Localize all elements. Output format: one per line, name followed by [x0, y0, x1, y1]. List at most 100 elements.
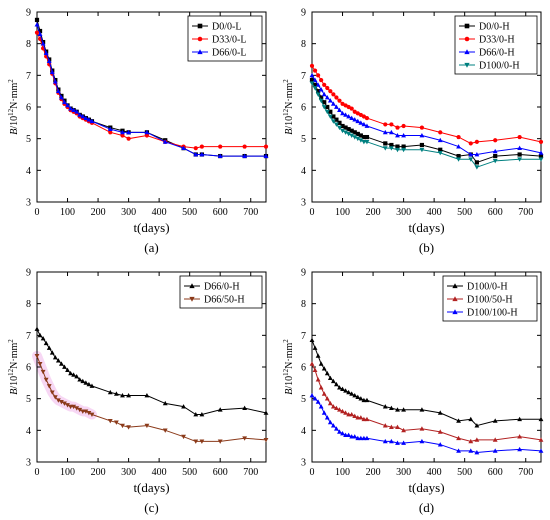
- data-point: [83, 380, 89, 385]
- data-point: [62, 401, 67, 406]
- y-tick-label: 8: [26, 39, 31, 50]
- data-point: [401, 132, 407, 138]
- legend-swatch-marker: [197, 49, 203, 55]
- data-point: [71, 404, 77, 410]
- data-point: [355, 136, 361, 142]
- data-point: [343, 130, 349, 135]
- x-tick-label: 300: [121, 207, 136, 218]
- legend-swatch-marker: [464, 36, 470, 42]
- data-point: [468, 438, 474, 444]
- data-point: [324, 396, 330, 401]
- data-point: [144, 423, 150, 429]
- legend-swatch-marker: [197, 23, 203, 29]
- data-point: [456, 134, 461, 140]
- data-point: [331, 92, 336, 97]
- data-point: [263, 144, 269, 149]
- legend-swatch-marker: [464, 49, 470, 55]
- data-point: [538, 153, 544, 159]
- data-point: [324, 109, 330, 115]
- data-point: [49, 350, 55, 355]
- legend-swatch-marker: [452, 309, 458, 315]
- data-point: [37, 332, 43, 338]
- x-tick-label: 500: [182, 467, 197, 478]
- data-point: [34, 22, 40, 27]
- data-point: [315, 82, 321, 87]
- data-point: [318, 98, 324, 104]
- data-point: [77, 377, 83, 382]
- data-point: [492, 448, 498, 453]
- data-point: [361, 416, 367, 422]
- data-point: [144, 392, 150, 398]
- data-point: [193, 439, 199, 444]
- data-point: [358, 435, 364, 441]
- y-tick-label: 3: [26, 198, 31, 209]
- data-point: [468, 157, 474, 162]
- data-point: [68, 106, 74, 111]
- data-point: [493, 153, 498, 159]
- data-point: [349, 128, 354, 133]
- data-point: [517, 434, 523, 439]
- legend: D66/0-H D66/50-H: [179, 275, 263, 309]
- data-point: [65, 403, 70, 408]
- series-D100/0-H: [309, 337, 544, 428]
- data-point: [327, 114, 333, 120]
- data-point: [218, 144, 223, 149]
- data-point: [108, 130, 113, 135]
- data-point: [334, 381, 339, 387]
- data-point: [312, 367, 318, 373]
- data-point: [343, 410, 349, 415]
- legend-swatch-marker: [189, 283, 195, 289]
- data-point: [349, 411, 355, 417]
- panel-label: (d): [419, 500, 434, 515]
- data-point: [419, 426, 425, 431]
- data-point: [493, 138, 498, 143]
- data-point: [40, 369, 46, 375]
- data-point: [337, 98, 342, 103]
- data-point: [162, 428, 168, 433]
- data-point: [242, 436, 248, 441]
- chart-panel-3: 0 100 200 300 400 500 600 700 3 4 5 6 7 8 9 t(days) B/10…: [7, 268, 269, 515]
- data-point: [37, 361, 43, 367]
- data-point: [327, 98, 333, 103]
- data-point: [419, 142, 425, 148]
- data-point: [395, 424, 400, 430]
- data-point: [312, 345, 318, 350]
- x-tick-label: 400: [152, 207, 167, 218]
- data-point: [364, 416, 370, 422]
- data-point: [352, 130, 357, 135]
- data-point: [309, 392, 315, 398]
- data-point: [334, 405, 339, 411]
- data-point: [474, 160, 479, 165]
- legend-box: [179, 275, 263, 309]
- data-point: [312, 86, 318, 91]
- x-tick-label: 0: [35, 467, 40, 478]
- x-tick-label: 100: [60, 467, 75, 478]
- x-axis-label: t(days): [408, 220, 444, 235]
- data-point: [199, 439, 205, 444]
- data-point: [52, 395, 58, 400]
- y-axis-label: B/1012N·mm2: [7, 339, 20, 395]
- legend: D0/0-H D33/0-H D66/0-H D100/0-H: [454, 15, 538, 75]
- data-point: [316, 89, 321, 94]
- y-tick-label: 6: [301, 363, 306, 374]
- data-point: [395, 147, 400, 153]
- data-point: [474, 449, 480, 455]
- data-point: [492, 148, 498, 154]
- data-point: [68, 370, 74, 376]
- data-point: [126, 392, 132, 398]
- data-point: [242, 144, 247, 149]
- x-tick-label: 300: [396, 467, 411, 478]
- data-point: [327, 419, 333, 425]
- data-point: [330, 119, 336, 124]
- data-point: [517, 157, 523, 162]
- data-point: [322, 100, 327, 105]
- data-point: [395, 144, 400, 149]
- y-tick-label: 3: [301, 198, 306, 209]
- data-point: [474, 437, 480, 442]
- data-point: [74, 373, 80, 379]
- data-point: [349, 133, 355, 139]
- data-point: [71, 107, 77, 113]
- data-point: [331, 114, 336, 119]
- data-point: [309, 361, 315, 366]
- data-point: [83, 409, 89, 414]
